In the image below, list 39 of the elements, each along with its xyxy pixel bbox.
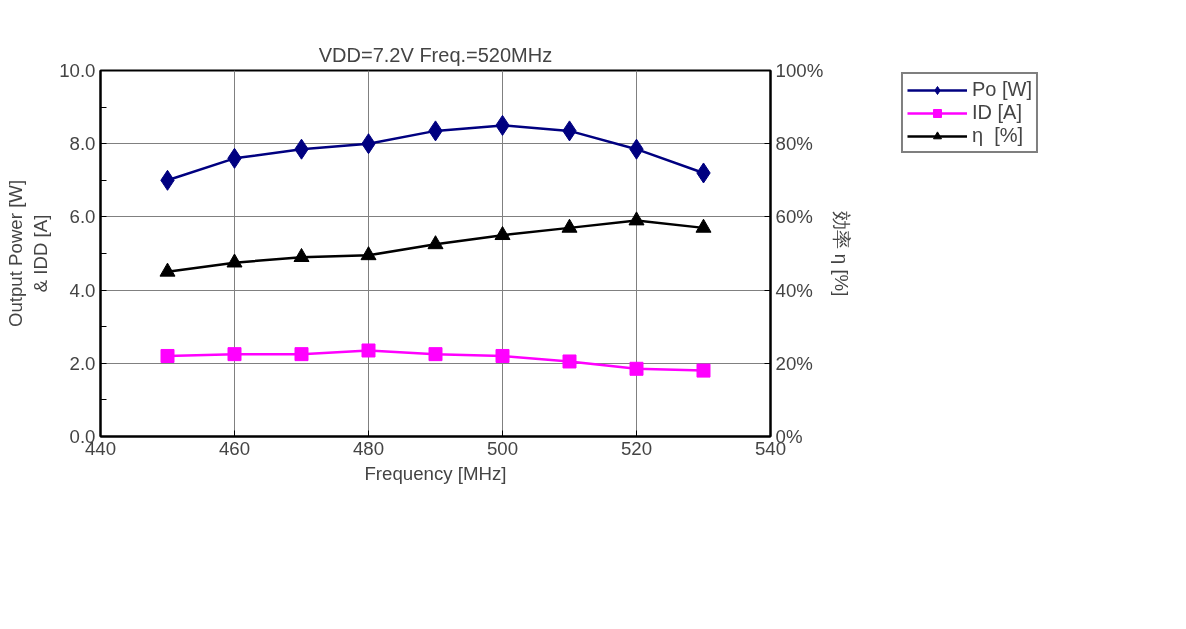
y-tick-label: 4.0 (69, 279, 96, 301)
point (160, 348, 175, 363)
point (695, 218, 712, 233)
legend-label: ID [A] (971, 101, 1022, 124)
y2-tick-label: 60% (775, 206, 813, 228)
point (628, 211, 645, 226)
point (428, 347, 443, 362)
y2-tick-label: 100% (775, 60, 824, 81)
y2-axis-title: 効率 η [%] (831, 210, 853, 297)
point (561, 218, 578, 233)
point (226, 253, 243, 268)
x-tick-label: 500 (486, 437, 519, 459)
point (293, 248, 310, 262)
y-tick-label: 8.0 (69, 133, 96, 155)
point (294, 347, 309, 362)
y2-tick-label: 20% (775, 352, 813, 374)
x-tick-label: 520 (620, 437, 653, 459)
x-tick-label: 460 (218, 437, 251, 459)
legend-label: Po [W] (971, 78, 1032, 101)
y-axis-title: Output Power [W] & IDD [A] (4, 179, 52, 328)
y2-tick-label: 80% (775, 133, 813, 155)
point (495, 348, 510, 363)
point (227, 347, 242, 362)
point (494, 226, 511, 241)
point (361, 343, 376, 358)
point (562, 354, 577, 369)
y-tick-label: 2.0 (69, 352, 96, 374)
y-tick-label: 6.0 (69, 206, 96, 228)
y2-tick-label: 40% (775, 279, 813, 301)
point (696, 363, 711, 378)
chart-title: VDD=7.2V Freq.=520MHz (318, 43, 553, 66)
point (360, 246, 377, 261)
x-tick-label: 480 (352, 437, 385, 459)
point (427, 235, 444, 250)
x-axis-title: Frequency [MHz] (364, 462, 507, 484)
point (629, 361, 644, 376)
y-tick-label: 10.0 (59, 60, 96, 81)
legend-label: η [%] (971, 124, 1024, 147)
point (159, 262, 176, 277)
